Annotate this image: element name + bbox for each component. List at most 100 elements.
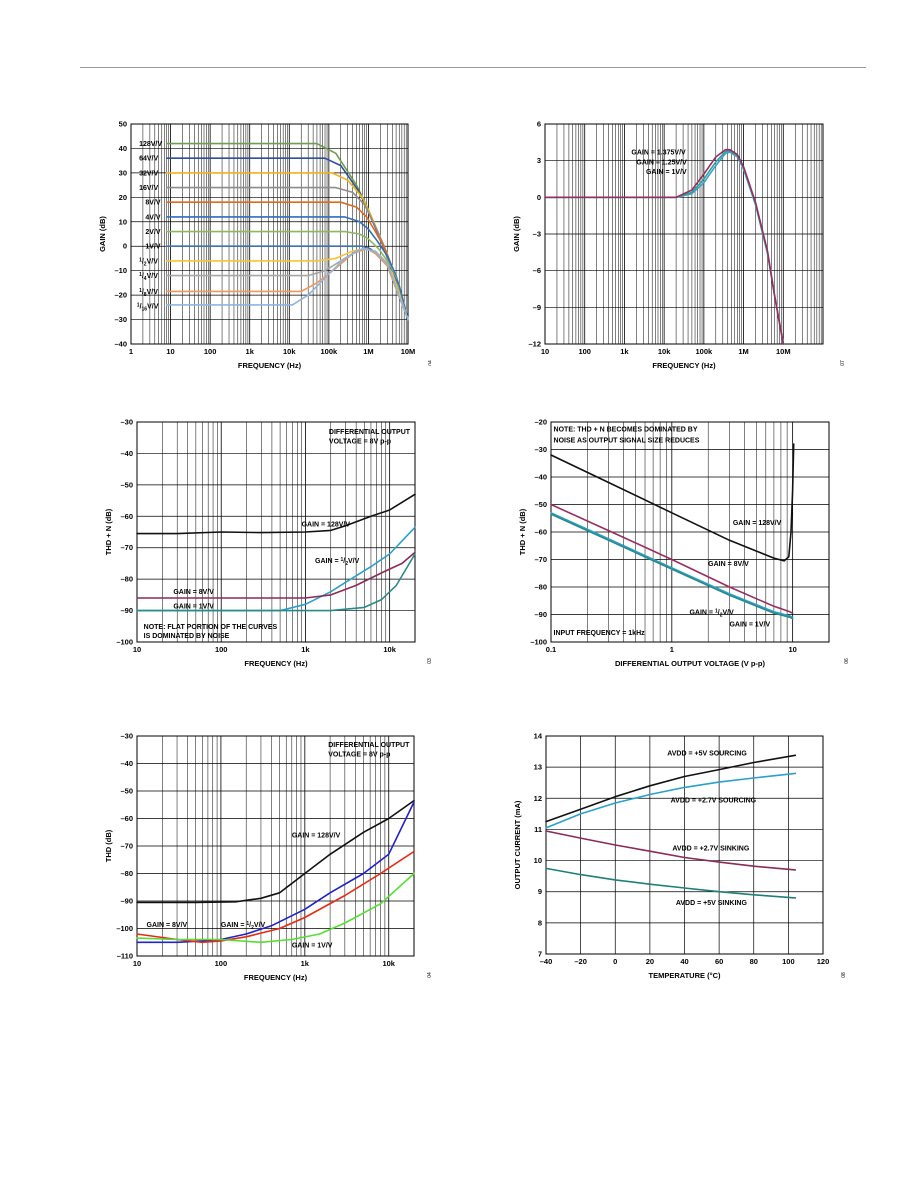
- annotation-1: AVDD = +2.7V SOURCING: [671, 797, 757, 804]
- y-tick-label: –70: [534, 555, 547, 564]
- y-tick-label: –80: [534, 583, 547, 592]
- annotation-5: GAIN = 1V/V: [729, 622, 770, 629]
- x-tick-label: 1: [129, 347, 133, 356]
- annotation-0: DIFFERENTIAL OUTPUT: [329, 429, 411, 436]
- y-tick-label: 50: [119, 120, 127, 129]
- y-axis-label: THD + N (dB): [104, 508, 113, 555]
- x-tick-label: 1k: [620, 347, 629, 356]
- y-tick-label: –60: [534, 528, 547, 537]
- plot-frame: [550, 421, 830, 643]
- series-line-2: [544, 148, 785, 345]
- y-tick-label: –80: [120, 869, 133, 878]
- annotation-4: GAIN = 8V/V: [173, 589, 214, 596]
- y-tick-label: 8: [538, 918, 542, 927]
- x-tick-label: 10k: [658, 347, 671, 356]
- annotation-3: AVDD = +5V SINKING: [676, 900, 748, 907]
- annotation-6: NOTE: FLAT PORTION OF THE CURVES: [144, 624, 278, 631]
- x-axis-label: FREQUENCY (Hz): [244, 659, 308, 668]
- x-tick-label: 10M: [776, 347, 791, 356]
- annotation-7: 1V/V: [145, 244, 161, 251]
- x-axis-label: FREQUENCY (Hz): [652, 361, 716, 370]
- y-tick-label: 6: [537, 120, 541, 129]
- annotation-4: GAIN = 1/2V/V: [689, 608, 734, 618]
- x-tick-label: 60: [715, 957, 723, 966]
- annotation-1: GAIN = 1.25V/V: [636, 159, 687, 166]
- y-tick-label: 10: [119, 217, 127, 226]
- series-line-1: [136, 526, 416, 612]
- plot-frame: [136, 421, 416, 643]
- series-line-0: [136, 799, 415, 904]
- series-line-3: [550, 513, 794, 620]
- x-tick-label: 10: [541, 347, 549, 356]
- y-axis-label: GAIN (dB): [98, 216, 107, 252]
- chart-c2: 10 100 1k 10k 100k 1M 10M 6 3 0 –3 –6 –9 –12 FREQUENCY…: [512, 120, 846, 371]
- y-tick-label: –100: [116, 924, 133, 933]
- annotation-1: NOISE AS OUTPUT SIGNAL SIZE REDUCES: [554, 437, 700, 444]
- series-line-3: [136, 872, 415, 944]
- x-tick-label: 1M: [363, 347, 373, 356]
- annotation-0: NOTE: THD + N BECOMES DOMINATED BY: [554, 426, 698, 433]
- annotation-1: VOLTAGE = 8V p-p: [328, 751, 390, 758]
- y-tick-label: –100: [530, 638, 547, 647]
- y-axis-label: THD + N (dB): [518, 508, 527, 555]
- x-tick-label: 10: [133, 959, 141, 968]
- annotation-1: VOLTAGE = 8V p-p: [329, 438, 391, 445]
- annotation-2: AVDD = +2.7V SINKING: [672, 846, 749, 853]
- y-axis-label: THD (dB): [104, 829, 113, 862]
- x-axis-label: FREQUENCY (Hz): [244, 973, 308, 982]
- annotation-3: GAIN = 1/2V/V: [315, 557, 360, 567]
- y-axis-label: GAIN (dB): [512, 216, 521, 252]
- annotation-10: 1/8V/V: [139, 288, 158, 298]
- x-tick-label: 80: [750, 957, 758, 966]
- x-tick-label: 100k: [696, 347, 714, 356]
- series-line-3: [545, 867, 797, 899]
- y-tick-label: –60: [120, 512, 133, 521]
- y-tick-label: –12: [528, 340, 541, 349]
- x-tick-label: 10M: [401, 347, 416, 356]
- y-tick-label: 7: [538, 950, 542, 959]
- x-axis-label: DIFFERENTIAL OUTPUT VOLTAGE (V p-p): [615, 659, 765, 668]
- x-axis-label: FREQUENCY (Hz): [238, 361, 302, 370]
- x-tick-label: –20: [574, 957, 587, 966]
- x-tick-label: 100: [215, 645, 228, 654]
- series-line-2: [545, 830, 797, 871]
- y-tick-label: –30: [114, 315, 127, 324]
- y-tick-label: –80: [120, 575, 133, 584]
- series-line-2: [136, 551, 416, 599]
- y-tick-label: –100: [116, 638, 133, 647]
- y-tick-label: –30: [120, 418, 133, 427]
- y-tick-label: –20: [114, 291, 127, 300]
- annotation-9: 1/4V/V: [139, 272, 158, 282]
- annotation-7: IS DOMINATED BY NOISE: [144, 633, 230, 640]
- series-line-2: [550, 511, 794, 619]
- series-line-11: [165, 247, 409, 321]
- plot-frame: [544, 123, 824, 345]
- y-tick-label: –50: [120, 787, 133, 796]
- y-tick-label: –20: [534, 418, 547, 427]
- y-tick-label: –110: [117, 952, 133, 961]
- x-tick-label: 1M: [738, 347, 748, 356]
- header-rule: [80, 67, 866, 68]
- y-tick-label: 14: [534, 732, 543, 741]
- x-tick-label: 100k: [321, 347, 339, 356]
- x-tick-label: 1k: [301, 645, 310, 654]
- annotation-2: GAIN = 128V/V: [302, 522, 351, 529]
- y-tick-label: 40: [119, 144, 127, 153]
- annotation-11: 1/16V/V: [137, 303, 159, 313]
- y-tick-label: –70: [120, 543, 133, 552]
- chart-c6: –40 –20 0 20 40 60 80 100 120 14 13 12 11 10 9 8 7 TEMPER…: [513, 732, 847, 981]
- y-tick-label: 0: [123, 242, 127, 251]
- y-tick-label: –40: [534, 473, 547, 482]
- x-tick-label: 100: [782, 957, 795, 966]
- annotation-3: GAIN = 8V/V: [147, 922, 188, 929]
- y-tick-label: –30: [120, 732, 133, 741]
- x-tick-label: 10: [133, 645, 141, 654]
- y-tick-label: 9: [538, 887, 542, 896]
- annotation-6: 2V/V: [145, 229, 161, 236]
- y-tick-label: 13: [534, 763, 542, 772]
- annotation-0: 128V/V: [139, 141, 162, 148]
- x-tick-label: 0: [613, 957, 617, 966]
- annotation-2: GAIN = 128V/V: [733, 520, 782, 527]
- x-tick-label: 10k: [283, 347, 296, 356]
- annotation-0: DIFFERENTIAL OUTPUT: [328, 742, 410, 749]
